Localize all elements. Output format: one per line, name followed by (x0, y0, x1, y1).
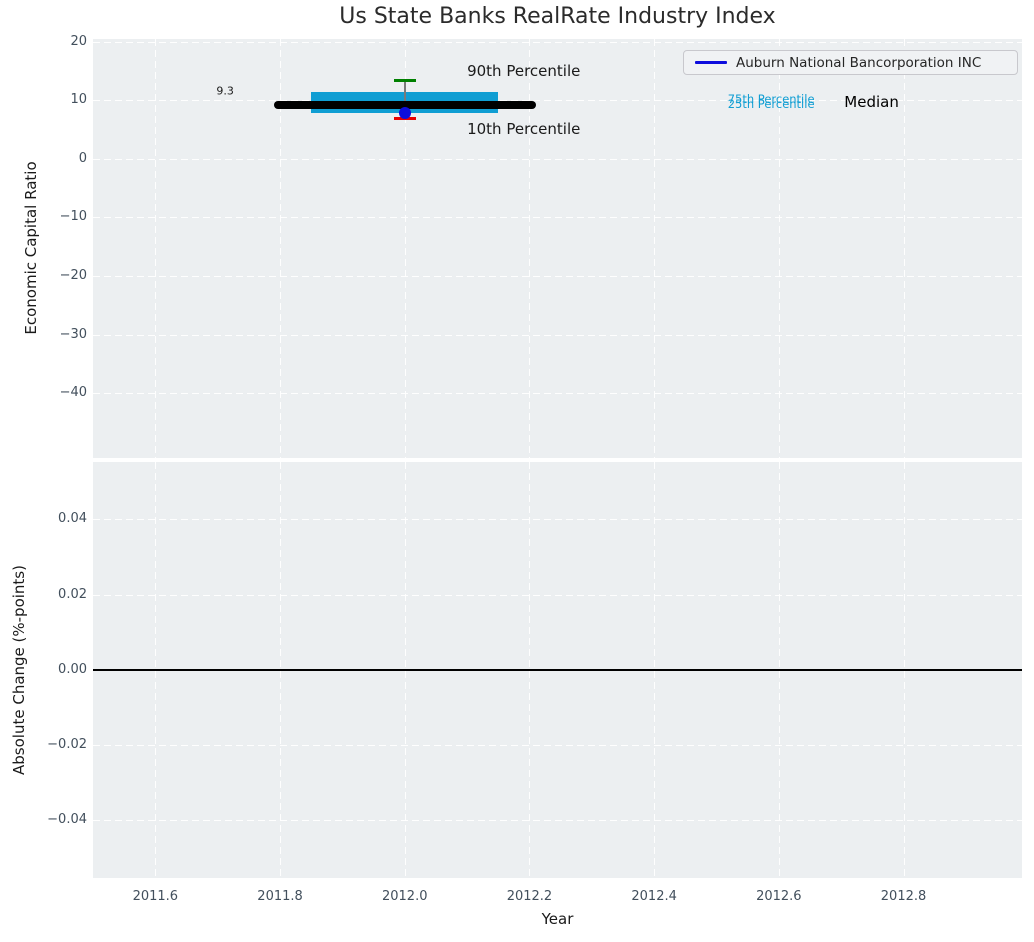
x-tick-label: 2012.4 (631, 889, 677, 904)
p90-cap (393, 79, 416, 83)
top-plot-area (93, 39, 1022, 458)
gridline-horizontal (93, 744, 1022, 746)
gridline-horizontal (93, 594, 1022, 596)
annotation: 90th Percentile (467, 62, 581, 81)
x-tick-label: 2012.2 (506, 889, 553, 904)
annotation: 75th Percentile (727, 91, 815, 106)
legend: Auburn National Bancorporation INC (683, 50, 1018, 75)
gridline-horizontal (93, 217, 1022, 219)
y-tick-label: 20 (70, 33, 87, 49)
company-data-point (398, 106, 411, 119)
y-tick-label: −10 (59, 209, 87, 225)
y-tick-label: 0.00 (58, 661, 87, 677)
annotation: 25th Percentile (727, 97, 815, 112)
x-axis-label-year: Year (541, 910, 574, 928)
whisker-line (404, 80, 406, 119)
zero-line (93, 668, 1022, 671)
x-tick-label: 2011.8 (257, 889, 303, 904)
p10-cap (393, 117, 416, 121)
gridline-vertical (778, 39, 780, 458)
y-tick-label: −0.04 (47, 811, 87, 827)
gridline-horizontal (93, 100, 1022, 102)
gridline-horizontal (93, 41, 1022, 43)
x-tick-label: 2012.8 (880, 889, 927, 904)
annotation: 9.3 (216, 84, 234, 98)
annotation: 10th Percentile (467, 119, 581, 138)
y-tick-label: −40 (59, 385, 87, 401)
y-tick-label: 0 (78, 150, 87, 166)
chart-title: Us State Banks RealRate Industry Index (339, 4, 776, 29)
y-tick-label: −0.02 (47, 736, 87, 752)
x-tick-label: 2012.6 (756, 889, 802, 904)
gridline-horizontal (93, 334, 1022, 336)
gridline-vertical (529, 39, 531, 458)
gridline-horizontal (93, 393, 1022, 395)
x-tick-label: 2012.0 (381, 889, 428, 904)
gridline-vertical (654, 39, 656, 458)
y-tick-label: 0.04 (58, 511, 87, 527)
y-tick-label: −20 (59, 268, 87, 283)
gridline-vertical (903, 39, 905, 458)
x-tick-label: 2011.6 (132, 889, 179, 904)
gridline-horizontal (93, 276, 1022, 277)
y-axis-label-economic-capital-ratio: Economic Capital Ratio (22, 161, 40, 335)
gridline-horizontal (93, 819, 1022, 821)
legend-entry-label: Auburn National Bancorporation INC (736, 54, 982, 71)
gridline-horizontal (93, 158, 1022, 160)
y-tick-label: −30 (59, 326, 87, 342)
y-tick-label: 0.02 (58, 586, 87, 602)
gridline-vertical (404, 39, 406, 458)
y-tick-label: 10 (70, 92, 87, 108)
gridline-horizontal (93, 519, 1022, 521)
median-line (273, 100, 536, 109)
annotation: Median (844, 93, 899, 112)
legend-line-sample (695, 61, 727, 64)
gridline-vertical (280, 39, 282, 458)
gridline-vertical (155, 39, 157, 458)
